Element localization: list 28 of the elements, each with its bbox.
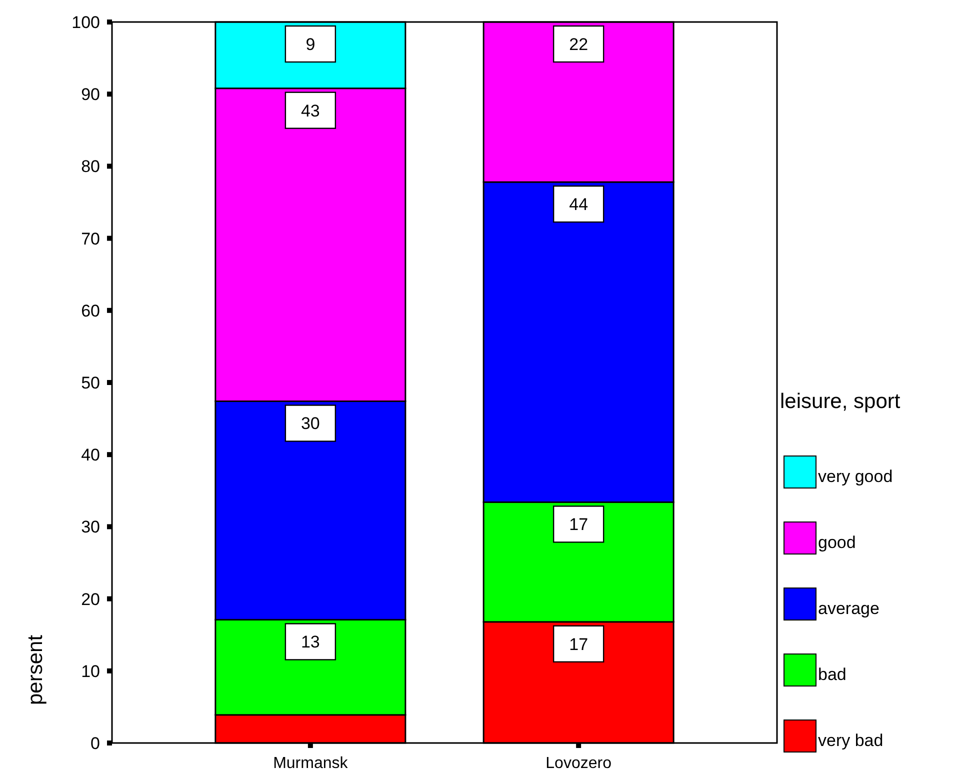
y-tick-label: 90 <box>81 85 100 104</box>
y-tick-label: 40 <box>81 446 100 465</box>
y-tick-label: 100 <box>72 13 100 32</box>
data-label: 44 <box>569 195 588 214</box>
y-axis-title: persent <box>24 634 47 706</box>
y-tick-label: 50 <box>81 374 100 392</box>
data-label: 30 <box>300 414 320 434</box>
y-tick-label: 80 <box>81 157 100 176</box>
y-tick-label: 10 <box>81 662 100 681</box>
data-label: 22 <box>569 35 588 54</box>
legend-label: average <box>818 599 880 618</box>
y-tick-label: 70 <box>81 229 100 248</box>
y-tick-label: 30 <box>81 518 100 537</box>
x-tick-label: Lovozero <box>546 755 612 772</box>
data-label: 17 <box>569 515 588 534</box>
data-label: 9 <box>306 35 316 54</box>
data-label: 17 <box>569 634 588 654</box>
legend-label: very good <box>818 467 893 486</box>
legend-label: very bad <box>818 731 884 750</box>
y-tick-label: 60 <box>81 301 100 320</box>
legend-title: leisure, sport <box>780 390 900 413</box>
y-tick-label: 0 <box>90 734 100 753</box>
legend-label: bad <box>818 665 846 684</box>
data-label: 13 <box>300 632 320 652</box>
data-label: 43 <box>300 101 320 120</box>
x-tick-label: Murmansk <box>273 755 349 772</box>
legend-label: good <box>818 533 856 552</box>
y-tick-label: 20 <box>81 590 100 609</box>
